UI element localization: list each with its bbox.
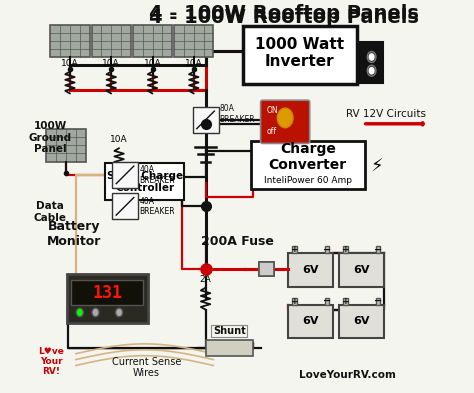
Text: 40A
BREAKER: 40A BREAKER	[139, 165, 175, 185]
Ellipse shape	[116, 308, 123, 317]
Ellipse shape	[277, 108, 293, 128]
Ellipse shape	[92, 308, 99, 317]
FancyBboxPatch shape	[325, 298, 329, 305]
Text: InteliPower 60 Amp: InteliPower 60 Amp	[264, 176, 352, 185]
FancyBboxPatch shape	[133, 25, 172, 57]
Text: +: +	[291, 297, 298, 305]
FancyBboxPatch shape	[71, 280, 144, 305]
FancyBboxPatch shape	[206, 340, 253, 356]
FancyBboxPatch shape	[343, 298, 348, 305]
Text: 6V: 6V	[302, 316, 319, 326]
Text: L♥ve
Your
RV!: L♥ve Your RV!	[38, 347, 64, 376]
FancyBboxPatch shape	[243, 26, 357, 84]
FancyBboxPatch shape	[46, 129, 86, 162]
Text: 80A
BREAKER: 80A BREAKER	[219, 104, 255, 124]
FancyBboxPatch shape	[259, 262, 274, 276]
FancyBboxPatch shape	[251, 141, 365, 189]
Text: off: off	[266, 127, 277, 136]
FancyBboxPatch shape	[105, 163, 184, 200]
Text: 131: 131	[92, 284, 122, 302]
FancyBboxPatch shape	[50, 25, 90, 57]
FancyBboxPatch shape	[91, 25, 131, 57]
Text: Data
Cable: Data Cable	[34, 202, 67, 223]
Text: 6V: 6V	[302, 265, 319, 275]
Text: 4 - 100W Rooftop Panels: 4 - 100W Rooftop Panels	[149, 4, 419, 23]
Text: Current Sense
Wires: Current Sense Wires	[112, 357, 181, 378]
FancyBboxPatch shape	[339, 253, 384, 287]
Text: 100W
Ground
Panel: 100W Ground Panel	[29, 121, 72, 154]
FancyBboxPatch shape	[292, 298, 297, 305]
FancyBboxPatch shape	[261, 100, 310, 143]
Text: Battery
Monitor: Battery Monitor	[47, 220, 101, 248]
Text: −: −	[374, 245, 382, 255]
Text: 1000 Watt
Inverter: 1000 Watt Inverter	[255, 37, 345, 69]
FancyBboxPatch shape	[288, 253, 333, 287]
FancyBboxPatch shape	[360, 42, 383, 83]
Text: +: +	[342, 297, 349, 305]
FancyBboxPatch shape	[376, 298, 381, 305]
Text: Shunt: Shunt	[213, 326, 246, 336]
Text: −: −	[323, 296, 331, 306]
Text: 10A: 10A	[61, 59, 79, 68]
Text: RV 12V Circuits: RV 12V Circuits	[346, 109, 426, 119]
FancyBboxPatch shape	[288, 305, 333, 338]
Ellipse shape	[369, 68, 374, 74]
Text: 10A: 10A	[185, 59, 202, 68]
FancyBboxPatch shape	[376, 246, 381, 253]
FancyBboxPatch shape	[325, 246, 329, 253]
Ellipse shape	[369, 54, 374, 60]
Text: 200A Fuse: 200A Fuse	[201, 235, 273, 248]
Text: Charge
Converter: Charge Converter	[269, 142, 347, 172]
FancyBboxPatch shape	[343, 246, 348, 253]
Text: 2A: 2A	[200, 275, 211, 284]
Text: 10A: 10A	[144, 59, 161, 68]
FancyBboxPatch shape	[112, 193, 138, 219]
Text: 6V: 6V	[354, 316, 370, 326]
FancyBboxPatch shape	[292, 246, 297, 253]
Text: 10A: 10A	[102, 59, 120, 68]
Text: 4 - 100W Rooftop Panels: 4 - 100W Rooftop Panels	[149, 8, 419, 27]
Text: 40A
BREAKER: 40A BREAKER	[139, 196, 175, 216]
Text: Solar Charge
Controller: Solar Charge Controller	[107, 171, 182, 193]
Text: ON: ON	[266, 106, 278, 115]
FancyBboxPatch shape	[112, 162, 138, 188]
Text: −: −	[374, 296, 382, 306]
Ellipse shape	[367, 51, 376, 62]
Text: +: +	[291, 246, 298, 254]
Text: +: +	[342, 246, 349, 254]
FancyBboxPatch shape	[339, 305, 384, 338]
Ellipse shape	[367, 65, 376, 76]
Text: −: −	[323, 245, 331, 255]
Ellipse shape	[76, 308, 83, 317]
FancyBboxPatch shape	[67, 274, 148, 323]
Text: 10A: 10A	[110, 135, 128, 144]
Text: ⚡: ⚡	[370, 158, 383, 176]
FancyBboxPatch shape	[174, 25, 213, 57]
Text: 6V: 6V	[354, 265, 370, 275]
FancyBboxPatch shape	[192, 107, 219, 133]
Text: LoveYourRV.com: LoveYourRV.com	[299, 370, 395, 380]
FancyBboxPatch shape	[259, 262, 274, 276]
